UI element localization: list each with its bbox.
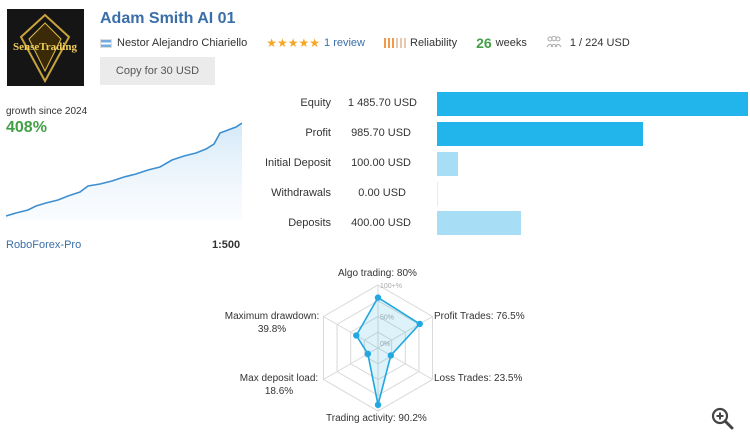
stat-value: 1 485.70 USD [347,97,417,109]
stat-label: Initial Deposit [264,157,331,169]
subscribers-icon [546,35,562,51]
signal-meta-row: Nestor Alejandro Chiariello ★★★★★ 1 revi… [100,35,630,51]
max-drawdown-value: 39.8% [257,324,287,335]
stat-label: Equity [300,97,331,109]
stat-bar-equity [437,92,748,116]
reliability-label: Reliability [410,37,458,49]
stat-bar-profit [437,122,643,146]
signal-logo: SenseTrading [7,9,84,86]
copy-signal-button[interactable]: Copy for 30 USD [100,57,215,85]
reliability-bars-icon [384,38,406,48]
radar-point-algo [374,294,382,301]
radar-scale-label: 100+% [380,283,402,290]
stat-bar-initial-deposit [437,152,458,176]
radar-label-profit-trades: Profit Trades: 76.5% [434,311,525,322]
growth-chart [6,122,242,220]
stat-label: Withdrawals [271,187,331,199]
stat-value: 100.00 USD [351,157,411,169]
rating-stars-icon: ★★★★★ [266,36,321,50]
broker-link[interactable]: RoboForex-Pro [6,239,82,251]
stat-label: Profit [305,127,331,139]
leverage-value: 1:500 [212,239,241,251]
radar-point-loss-trades [387,352,395,359]
radar-point-profit-trades [416,320,423,328]
growth-value: 408% [6,119,47,136]
growth-area [6,123,242,220]
radar-axis-line [377,316,433,349]
radar-label-max-deposit-load: Max deposit load: 18.6% [238,373,320,397]
growth-line [6,122,242,217]
stat-bar-withdrawals [437,182,438,206]
argentina-flag-icon [100,38,112,48]
weeks-label: weeks [495,37,527,49]
radar-scale-label: 0% [380,341,390,348]
weeks-value: 26 [476,35,492,51]
stat-value: 985.70 USD [351,127,411,139]
growth-label: growth since 2024 [6,106,88,117]
radar-scale-label: 50% [380,315,394,322]
radar-label-algo-trading: Algo trading: 80% [338,268,417,279]
stat-value: 0.00 USD [358,187,406,199]
radar-chart: 100+% 50% 0% [322,283,434,412]
logo-text: SenseTrading [13,41,77,53]
reviews-link[interactable]: 1 review [324,37,365,49]
radar-label-max-drawdown: Maximum drawdown: 39.8% [223,311,321,335]
subscribers-value: 1 / 224 USD [569,37,630,49]
zoom-in-icon[interactable] [710,406,734,430]
max-drawdown-title: Maximum drawdown: [224,311,320,322]
max-deposit-load-title: Max deposit load: [239,373,319,384]
radar-label-trading-activity: Trading activity: 90.2% [326,413,427,424]
radar-label-loss-trades: Loss Trades: 23.5% [434,373,523,384]
radar-point-trading-activity [374,401,382,409]
author-name[interactable]: Nestor Alejandro Chiariello [117,37,248,49]
stat-bar-deposits [437,211,521,235]
radar-axis-line [377,347,433,380]
radar-point-max-deposit-load [364,350,372,358]
stat-value: 400.00 USD [351,217,411,229]
stat-label: Deposits [288,217,331,229]
signal-title[interactable]: Adam Smith AI 01 [100,10,236,27]
max-deposit-load-value: 18.6% [264,386,294,397]
radar-axis-line [323,316,379,349]
radar-point-max-drawdown [353,332,360,339]
